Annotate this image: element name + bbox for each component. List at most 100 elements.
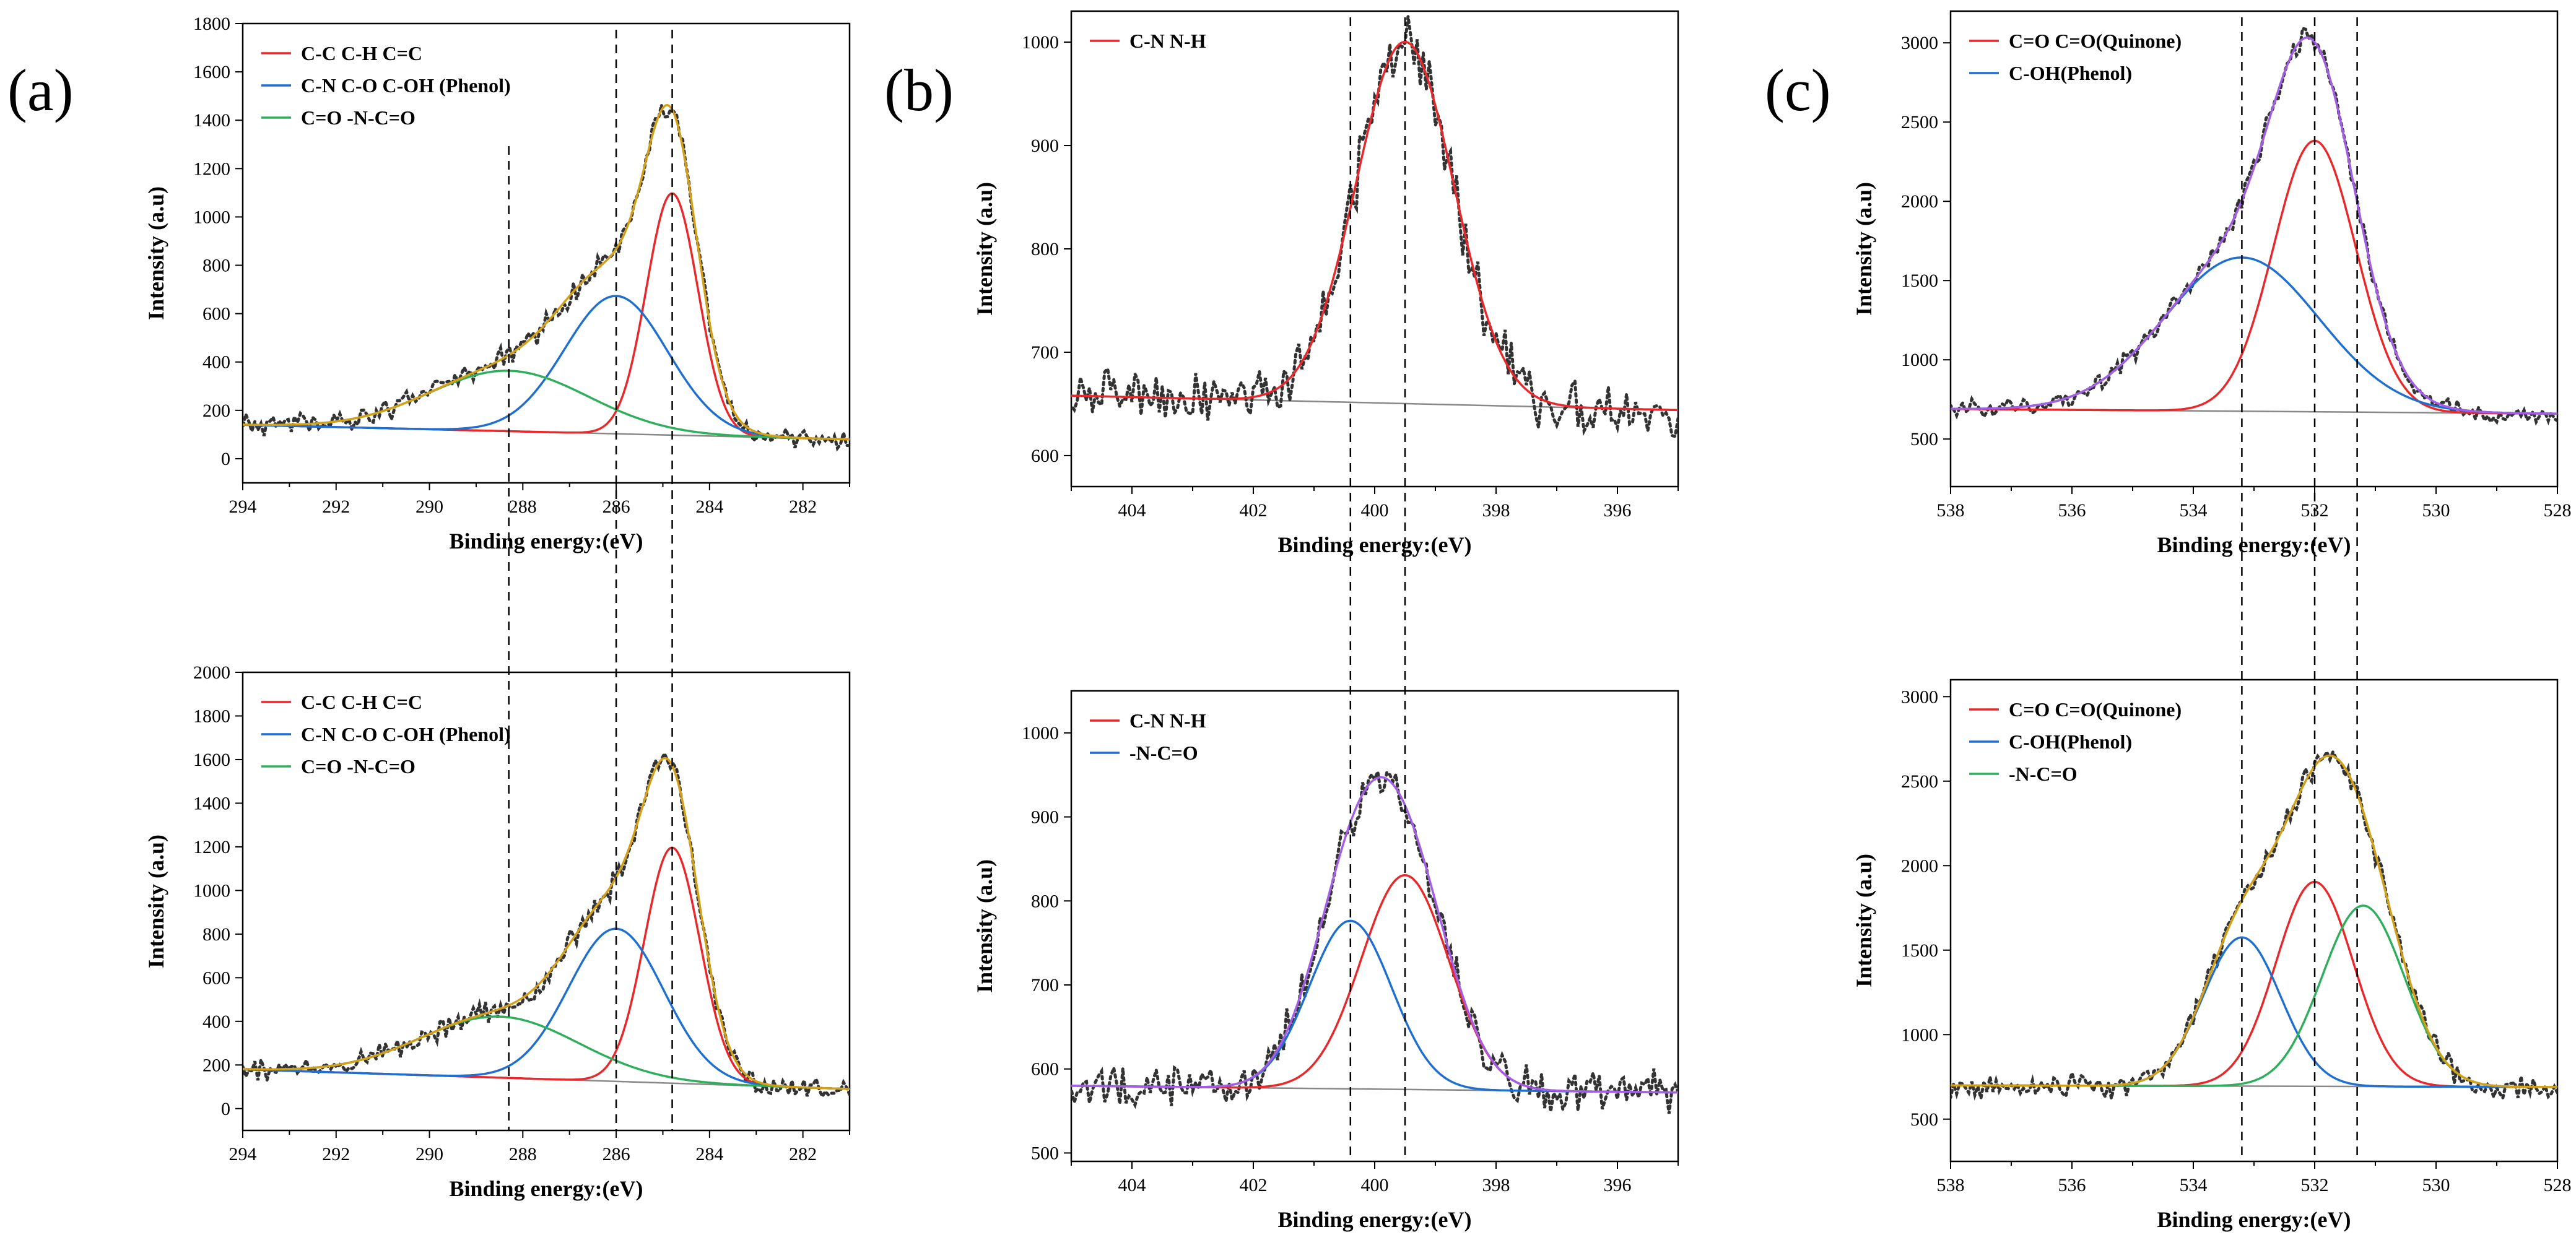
x-tick-label: 290	[416, 496, 443, 517]
y-tick-label: 1600	[193, 62, 230, 82]
y-tick-label: 1000	[1022, 32, 1059, 53]
y-tick-label: 0	[221, 449, 230, 469]
x-tick-label: 532	[2301, 1175, 2329, 1195]
charts-layer: 294 292 290 288 286 284 282 0 200 400 600 800 1000 12…	[144, 10, 2572, 1232]
plot-area	[1951, 748, 2557, 1102]
y-tick-label: 800	[1031, 891, 1059, 911]
y-tick-label: 1800	[193, 14, 230, 34]
plot-frame	[242, 22, 851, 484]
y-tick-label: 1800	[193, 706, 230, 726]
x-tick-label: 534	[2180, 500, 2208, 521]
x-axis-title: Binding energy:(eV)	[1278, 1207, 1472, 1232]
x-tick-label: 538	[1937, 1175, 1965, 1195]
y-tick-label: 3000	[1901, 687, 1938, 707]
y-tick-label: 2000	[193, 662, 230, 683]
plot-area	[1071, 766, 1678, 1114]
y-tick-label: 600	[1031, 1059, 1059, 1080]
legend-label: C=O C=O(Quinone)	[2009, 30, 2182, 52]
envelope-fit-line	[1951, 36, 2557, 415]
y-tick-label: 1500	[1901, 940, 1938, 961]
plot-area	[1951, 26, 2557, 426]
x-tick-label: 282	[789, 1144, 817, 1164]
x-tick-label: 396	[1604, 1175, 1632, 1195]
x-axis-title: Binding energy:(eV)	[450, 1176, 643, 1201]
x-axis-title: Binding energy:(eV)	[2157, 532, 2351, 557]
series-c-o-c-o-quinone-line	[1951, 880, 2557, 1088]
chart-c-top: 538 536 534 532 530 5285001000150020002500300…	[1852, 10, 2572, 557]
y-axis-title: Intensity (a.u)	[1852, 182, 1876, 316]
plot-area	[243, 750, 850, 1100]
x-tick-label: 402	[1240, 500, 1268, 521]
y-axis-title: Intensity (a.u)	[144, 186, 168, 320]
x-tick-label: 292	[322, 1144, 350, 1164]
legend-label: C-N N-H	[1129, 30, 1206, 52]
x-tick-label: 530	[2422, 500, 2450, 521]
y-tick-label: 500	[1910, 1109, 1938, 1130]
legend: C-N N-H	[1090, 30, 1206, 52]
raw-data-series	[1071, 16, 1678, 438]
legend-label: C-N C-O C-OH (Phenol)	[301, 723, 511, 745]
y-tick-label: 1000	[1022, 723, 1059, 744]
y-tick-label: 2500	[1901, 771, 1938, 792]
y-tick-label: 0	[221, 1099, 230, 1119]
y-tick-label: 600	[202, 304, 230, 324]
y-tick-label: 1200	[193, 158, 230, 179]
y-tick-label: 1000	[193, 207, 230, 227]
x-tick-label: 402	[1240, 1175, 1268, 1195]
x-tick-label: 404	[1118, 500, 1146, 521]
y-tick-label: 800	[202, 924, 230, 945]
raw-data-series	[243, 750, 850, 1100]
y-tick-label: 500	[1031, 1143, 1059, 1163]
x-tick-label: 530	[2422, 1175, 2450, 1195]
x-tick-label: 398	[1482, 500, 1510, 521]
y-axis-title: Intensity (a.u)	[144, 835, 168, 968]
y-tick-label: 900	[1031, 807, 1059, 828]
panel-label-a: (a)	[7, 57, 74, 123]
x-tick-label: 294	[229, 496, 257, 517]
y-tick-label: 200	[202, 1055, 230, 1075]
y-tick-label: 1400	[193, 110, 230, 131]
legend-label: C-C C-H C=C	[301, 691, 422, 713]
x-tick-label: 288	[509, 496, 537, 517]
legend-label: C-N C-O C-OH (Phenol)	[301, 74, 511, 97]
y-axis-title: Intensity (a.u)	[972, 859, 997, 993]
legend-label: -N-C=O	[1129, 742, 1198, 764]
legend-label: C-OH(Phenol)	[2009, 731, 2132, 753]
y-tick-label: 400	[202, 1012, 230, 1032]
chart-a-bottom: 294 292 290 288 286 284 282 0 200 400 600 800 1000 12…	[144, 662, 851, 1201]
y-tick-label: 1000	[193, 880, 230, 901]
series-c-n-n-h-line	[1071, 40, 1678, 412]
raw-data-series	[243, 105, 850, 452]
y-tick-label: 2500	[1901, 112, 1938, 132]
series-n-c-o-line	[1071, 919, 1678, 1094]
chart-b-top: 404 402 400 398 396 600 700 800 900 1000 Binding e…	[972, 10, 1679, 557]
y-tick-label: 1500	[1901, 271, 1938, 291]
raw-data-series	[1071, 766, 1678, 1114]
envelope-fit-line	[1071, 776, 1678, 1094]
legend-label: C=O -N-C=O	[301, 755, 416, 778]
legend: C-N N-H -N-C=O	[1090, 709, 1206, 764]
x-tick-label: 536	[2058, 500, 2086, 521]
y-tick-label: 200	[202, 401, 230, 421]
y-tick-label: 700	[1031, 342, 1059, 363]
plot-frame	[242, 671, 851, 1132]
legend-label: C=O C=O(Quinone)	[2009, 698, 2182, 721]
x-tick-label: 292	[322, 496, 350, 517]
x-tick-label: 404	[1118, 1175, 1146, 1195]
y-tick-label: 600	[202, 968, 230, 988]
legend: C=O C=O(Quinone) C-OH(Phenol)	[1969, 30, 2182, 84]
x-tick-label: 282	[789, 496, 817, 517]
plot-area	[243, 104, 850, 452]
x-axis-title: Binding energy:(eV)	[2157, 1207, 2351, 1232]
y-tick-label: 1000	[1901, 350, 1938, 370]
y-tick-label: 600	[1031, 446, 1059, 466]
x-tick-label: 286	[603, 1144, 630, 1164]
y-tick-label: 800	[1031, 239, 1059, 259]
legend: C=O C=O(Quinone) C-OH(Phenol) -N-C=O	[1969, 698, 2182, 785]
y-tick-label: 900	[1031, 136, 1059, 156]
chart-a-top: 294 292 290 288 286 284 2820200400600800100012…	[144, 14, 851, 553]
x-tick-label: 528	[2544, 1175, 2572, 1195]
legend-label: -N-C=O	[2009, 763, 2078, 785]
y-tick-label: 400	[202, 352, 230, 373]
x-tick-label: 538	[1937, 500, 1965, 521]
